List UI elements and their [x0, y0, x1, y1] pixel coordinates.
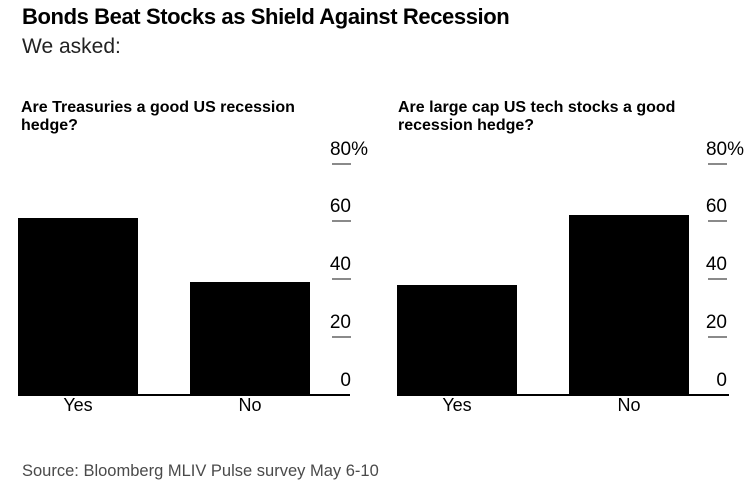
- y-axis-label-0: 0: [716, 369, 727, 391]
- bar-no: [190, 281, 310, 396]
- source-note: Source: Bloomberg MLIV Pulse survey May …: [22, 462, 379, 480]
- chart-question-line: Are Treasuries a good US recession: [21, 99, 295, 116]
- y-axis-tick-40: [332, 278, 351, 280]
- y-axis-tick-40: [708, 278, 727, 280]
- y-axis-label-60: 60: [329, 196, 351, 218]
- chart-subtitle: We asked:: [22, 35, 121, 58]
- bar-yes: [397, 284, 517, 396]
- bar-yes: [18, 218, 138, 396]
- x-axis-label-no: No: [238, 395, 262, 415]
- y-axis-label-0: 0: [340, 369, 351, 391]
- x-axis-label-yes: Yes: [442, 395, 472, 415]
- x-axis-line: [397, 393, 729, 396]
- y-axis-label-40: 40: [705, 254, 727, 275]
- y-axis-label-60: 60: [705, 196, 727, 218]
- y-axis-label-20: 20: [329, 311, 351, 333]
- x-axis-line: [18, 393, 350, 396]
- chart-question-line: hedge?: [21, 117, 78, 134]
- chart-title: Bonds Beat Stocks as Shield Against Rece…: [22, 4, 510, 29]
- y-axis-tick-60: [708, 220, 727, 223]
- chart-question-line: Are large cap US tech stocks a good: [398, 99, 676, 116]
- y-axis-label-20: 20: [705, 311, 727, 333]
- y-axis-tick-20: [708, 335, 727, 338]
- y-axis-label-80: 80%: [705, 138, 744, 160]
- y-axis-tick-20: [332, 335, 351, 338]
- chart-question-line: recession hedge?: [398, 117, 535, 134]
- y-axis-tick-60: [332, 220, 351, 223]
- y-axis-label-40: 40: [329, 254, 351, 275]
- chart-question: Are Treasuries a good US recession hedge?: [21, 99, 351, 135]
- y-axis-label-80: 80%: [329, 138, 368, 160]
- bar-no: [569, 215, 689, 396]
- x-axis-label-no: No: [617, 395, 641, 415]
- y-axis-tick-80: [708, 162, 727, 165]
- x-axis-label-yes: Yes: [63, 395, 93, 415]
- y-axis-tick-80: [332, 162, 351, 165]
- chart-question: Are large cap US tech stocks a good reces…: [398, 99, 728, 135]
